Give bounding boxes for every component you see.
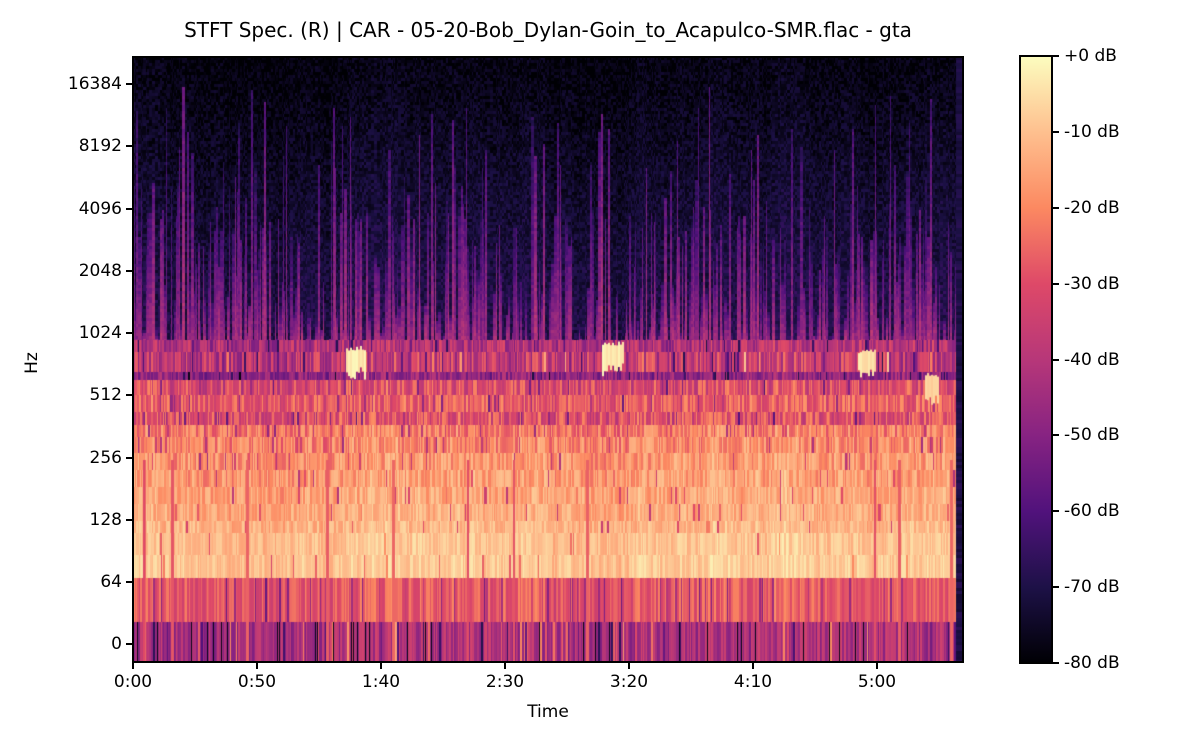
y-tick-label: 64 xyxy=(100,572,122,592)
y-tick-mark xyxy=(126,643,132,645)
y-tick-mark xyxy=(126,394,132,396)
colorbar-tick-mark xyxy=(1053,434,1059,436)
colorbar-tick-label: -20 dB xyxy=(1064,198,1120,218)
x-tick-mark xyxy=(132,663,134,669)
y-tick-label: 1024 xyxy=(78,323,122,343)
y-tick-mark xyxy=(126,332,132,334)
y-axis-label: Hz xyxy=(22,352,42,374)
colorbar-tick-mark xyxy=(1053,55,1059,57)
y-tick-label: 16384 xyxy=(67,74,122,94)
colorbar-gradient xyxy=(1019,55,1053,664)
colorbar-tick-mark xyxy=(1053,586,1059,588)
colorbar-tick-mark xyxy=(1053,359,1059,361)
colorbar-tick-label: -80 dB xyxy=(1064,653,1120,673)
colorbar-tick-mark xyxy=(1053,283,1059,285)
x-tick-mark xyxy=(876,663,878,669)
y-tick-label: 0 xyxy=(111,634,122,654)
x-axis-label: Time xyxy=(527,702,569,722)
colorbar-tick-label: +0 dB xyxy=(1064,46,1117,66)
chart-title: STFT Spec. (R) | CAR - 05-20-Bob_Dylan-G… xyxy=(184,18,912,42)
x-tick-label: 4:10 xyxy=(733,672,773,692)
plot-area xyxy=(132,56,964,663)
colorbar-tick-label: -60 dB xyxy=(1064,501,1120,521)
x-tick-mark xyxy=(752,663,754,669)
colorbar-tick-label: -70 dB xyxy=(1064,577,1120,597)
y-tick-mark xyxy=(126,83,132,85)
y-tick-mark xyxy=(126,145,132,147)
y-tick-mark xyxy=(126,270,132,272)
spectrogram-canvas xyxy=(133,57,963,662)
colorbar-tick-mark xyxy=(1053,207,1059,209)
x-tick-label: 0:50 xyxy=(237,672,277,692)
colorbar-tick-mark xyxy=(1053,510,1059,512)
y-tick-mark xyxy=(126,581,132,583)
x-tick-label: 5:00 xyxy=(857,672,897,692)
x-tick-label: 1:40 xyxy=(361,672,401,692)
colorbar-tick-label: -30 dB xyxy=(1064,274,1120,294)
colorbar-tick-mark xyxy=(1053,662,1059,664)
x-tick-mark xyxy=(628,663,630,669)
x-tick-mark xyxy=(256,663,258,669)
x-tick-label: 2:30 xyxy=(485,672,525,692)
x-tick-label: 3:20 xyxy=(609,672,649,692)
colorbar-tick-label: -10 dB xyxy=(1064,122,1120,142)
y-tick-label: 128 xyxy=(89,510,122,530)
colorbar-tick-label: -40 dB xyxy=(1064,350,1120,370)
y-tick-mark xyxy=(126,457,132,459)
y-tick-label: 512 xyxy=(89,385,122,405)
x-tick-label: 0:00 xyxy=(113,672,153,692)
y-tick-label: 8192 xyxy=(78,136,122,156)
colorbar-tick-mark xyxy=(1053,131,1059,133)
y-tick-mark xyxy=(126,208,132,210)
x-tick-mark xyxy=(504,663,506,669)
colorbar-tick-label: -50 dB xyxy=(1064,425,1120,445)
y-tick-label: 4096 xyxy=(78,199,122,219)
y-tick-mark xyxy=(126,519,132,521)
y-tick-label: 2048 xyxy=(78,261,122,281)
y-tick-label: 256 xyxy=(89,448,122,468)
x-tick-mark xyxy=(380,663,382,669)
